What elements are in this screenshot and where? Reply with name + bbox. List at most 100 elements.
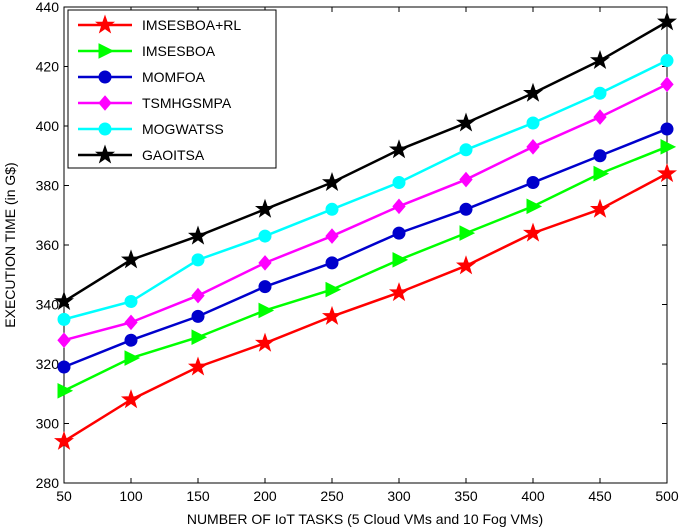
data-point [325,202,339,216]
data-point [392,198,406,215]
data-point [660,122,674,136]
data-point [124,314,138,331]
data-point [526,176,540,190]
x-tick-label: 400 [521,488,545,504]
data-point [321,172,343,192]
data-point [526,139,540,155]
data-point [124,333,138,347]
data-point [660,139,677,155]
y-tick-label: 420 [36,59,60,75]
data-point [392,252,409,268]
data-point [656,163,678,183]
data-point [57,382,74,399]
series-line [63,172,668,443]
x-tick-label: 300 [387,488,411,504]
series-tsmhgsmpa [57,76,674,348]
data-point [660,54,674,68]
data-point [459,202,473,216]
data-point [455,255,477,275]
data-point [526,198,543,215]
legend-item: IMSESBOA+RL [78,14,241,34]
data-point [321,305,343,325]
legend-item: GAOITSA [78,144,205,164]
y-tick-label: 360 [36,237,60,253]
data-point [258,280,272,294]
data-point [593,149,607,163]
legend: IMSESBOA+RL IMSESBOA MOMFOA TSMHGSMPA MOGWAT… [67,9,277,169]
y-tick-label: 440 [36,0,60,15]
data-point [522,82,544,102]
data-point [660,76,674,93]
data-point [593,165,610,182]
data-point [593,109,607,125]
y-tick-label: 280 [36,475,60,491]
data-point [191,329,208,346]
series-momfoa [57,122,674,374]
x-tick-label: 200 [253,488,277,504]
data-point [258,302,275,319]
x-tick-label: 500 [655,488,679,504]
legend-box [67,9,277,169]
data-point [522,222,544,242]
legend-item: IMSESBOA [78,43,216,59]
x-tick-label: 100 [119,488,143,504]
series-line [63,145,668,392]
data-point [191,287,205,304]
data-point [589,50,611,70]
x-tick-label: 150 [186,488,210,504]
x-tick-label: 250 [320,488,344,504]
legend-marker [98,95,112,111]
data-point [455,112,477,132]
y-axis-label: EXECUTION TIME (in G$) [2,162,18,327]
data-point [593,86,607,100]
data-point [258,255,272,271]
y-tick-label: 400 [36,118,60,134]
legend-item: MOGWATSS [78,121,224,137]
data-point [325,256,339,270]
legend-marker [98,122,112,136]
y-tick-label: 320 [36,356,60,372]
data-point [526,116,540,130]
data-point [120,249,142,269]
legend-label: TSMHGSMPA [142,95,232,111]
x-tick-label: 50 [56,488,72,504]
series-line [63,83,668,342]
data-point [589,198,611,218]
data-point [656,11,678,31]
data-point [187,225,209,245]
data-point [191,309,205,323]
y-tick-label: 380 [36,178,60,194]
x-axis-label: NUMBER OF IoT TASKS (5 Cloud VMs and 10 … [187,511,543,527]
data-point [459,143,473,157]
data-point [459,225,476,241]
data-point [258,229,272,243]
data-point [57,332,71,348]
data-point [325,228,339,244]
series-imsesboa [57,139,677,399]
data-point [254,332,276,352]
data-point [459,171,473,188]
data-point [392,176,406,190]
series-line [63,20,668,303]
data-point [392,226,406,240]
axis-ticks: 50 100 150 200 250 300 350 400 450 500 280 300 320 34… [36,0,679,504]
legend-marker [98,70,112,84]
y-tick-label: 300 [36,416,60,432]
series-mogwatss [57,54,674,326]
series-imsesboa-rl [53,163,678,450]
legend-label: GAOITSA [142,147,205,163]
legend-label: MOMFOA [142,69,206,85]
legend-label: MOGWATSS [142,121,224,137]
legend-marker [94,144,116,164]
data-point [187,356,209,376]
y-tick-label: 340 [36,297,60,313]
series-line [63,59,668,321]
data-point [325,281,342,298]
series-group [53,11,678,450]
legend-marker [98,43,115,59]
series-line [63,127,668,369]
x-tick-label: 350 [454,488,478,504]
data-point [124,350,141,366]
x-tick-label: 450 [588,488,612,504]
legend-label: IMSESBOA+RL [142,17,241,33]
